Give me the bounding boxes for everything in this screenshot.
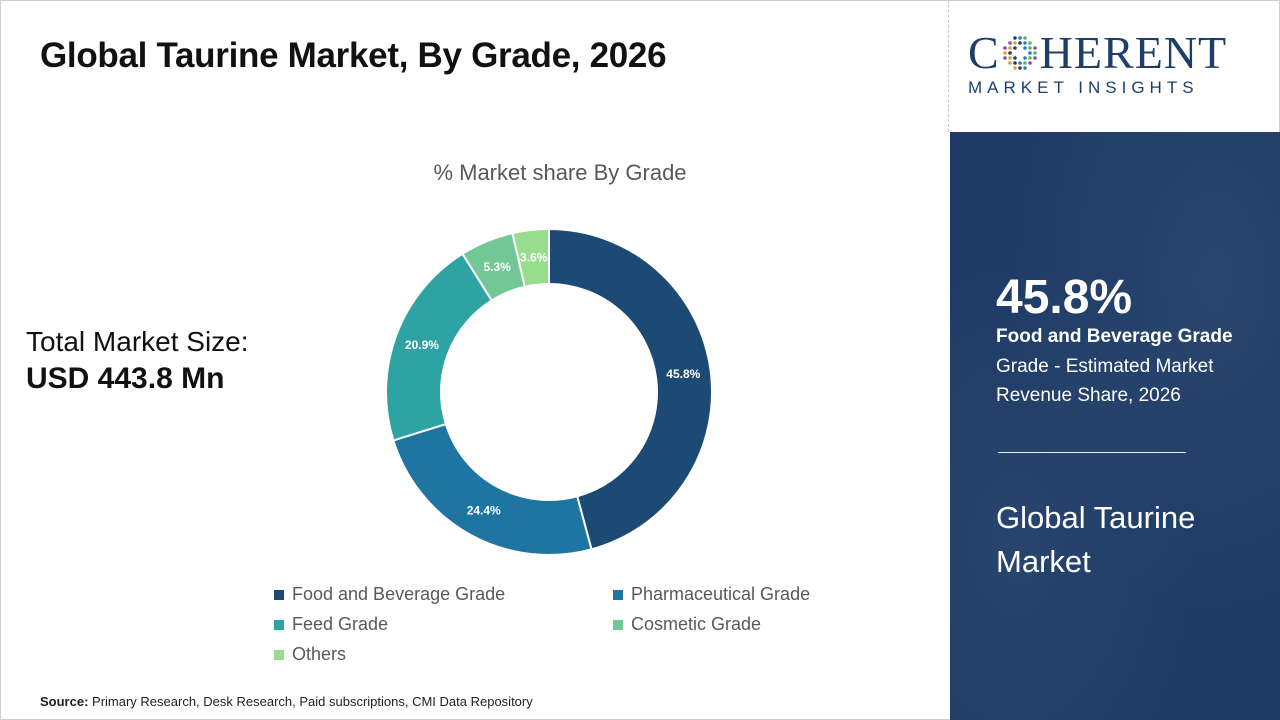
- legend-item-4: Cosmetic Grade: [613, 614, 761, 635]
- legend-swatch: [274, 619, 284, 630]
- total-market-size-value: USD 443.8 Mn: [26, 362, 225, 395]
- donut-data-label-3: 20.9%: [405, 338, 439, 352]
- source-note: Source: Primary Research, Desk Research,…: [40, 694, 533, 709]
- logo-subtitle: MARKET INSIGHTS: [968, 78, 1199, 97]
- legend-swatch: [274, 649, 284, 660]
- donut-data-label-4: 5.3%: [483, 260, 511, 274]
- legend-label: Food and Beverage Grade: [292, 584, 506, 604]
- donut-data-label-1: 45.8%: [666, 367, 700, 381]
- logo-letter-c: C: [968, 27, 1000, 78]
- legend-swatch: [613, 589, 623, 600]
- legend-label: Feed Grade: [292, 614, 389, 634]
- legend-item-5: Others: [274, 644, 346, 665]
- page-title: Global Taurine Market, By Grade, 2026: [40, 36, 667, 75]
- highlight-panel: 45.8% Food and Beverage Grade Grade - Es…: [950, 132, 1280, 720]
- highlight-percent: 45.8%: [996, 271, 1133, 324]
- company-logo: C HERENT MARKET INSIGHTS: [968, 30, 1268, 98]
- legend-swatch: [274, 589, 284, 600]
- donut-chart: 45.8% 24.4% 20.9% 5.3% 3.6%: [385, 227, 713, 556]
- legend-swatch: [613, 619, 623, 630]
- legend-item-3: Feed Grade: [274, 614, 388, 635]
- panel-divider-line: [998, 452, 1186, 453]
- donut-slice-1: [548, 227, 713, 551]
- logo-letters-herent: HERENT: [1039, 27, 1228, 78]
- donut-data-label-2: 24.4%: [467, 504, 501, 518]
- legend-label: Pharmaceutical Grade: [631, 584, 811, 604]
- donut-slice-5: [511, 227, 550, 288]
- header-divider: [948, 0, 949, 132]
- chart-title: % Market share By Grade: [433, 160, 687, 185]
- legend-item-1: Food and Beverage Grade: [274, 584, 505, 605]
- legend-label: Others: [292, 644, 347, 664]
- legend-item-2: Pharmaceutical Grade: [613, 584, 810, 605]
- source-label: Source:: [40, 694, 89, 709]
- highlight-segment: Food and Beverage Grade: [996, 326, 1233, 347]
- highlight-market-name: Global Taurine Market: [996, 500, 1196, 579]
- source-text: Primary Research, Desk Research, Paid su…: [92, 694, 533, 709]
- donut-data-label-5: 3.6%: [520, 250, 548, 264]
- logo-wordmark: C HERENT: [968, 30, 1268, 76]
- total-market-size-label: Total Market Size:: [26, 326, 249, 357]
- logo-dot-globe-icon: [1002, 36, 1037, 70]
- highlight-description: Grade - Estimated Market Revenue Share, …: [996, 356, 1214, 406]
- legend-label: Cosmetic Grade: [631, 614, 762, 634]
- donut-slice-2: [392, 422, 593, 556]
